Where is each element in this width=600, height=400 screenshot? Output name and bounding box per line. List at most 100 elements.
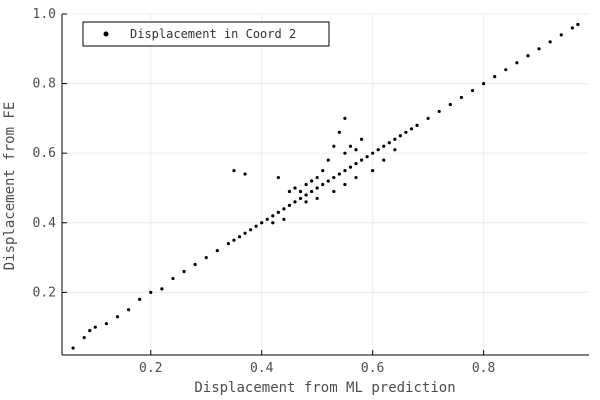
data-point	[404, 130, 408, 134]
data-point	[249, 228, 253, 232]
data-point	[260, 221, 264, 225]
data-point	[348, 144, 353, 148]
data-point	[193, 262, 197, 267]
data-point	[243, 172, 247, 176]
data-point	[298, 189, 303, 194]
data-point	[304, 182, 308, 187]
data-point	[115, 315, 120, 319]
data-point	[232, 238, 236, 242]
axes	[61, 14, 589, 356]
data-point	[332, 144, 336, 148]
data-point	[265, 217, 269, 221]
data-point	[332, 175, 336, 180]
data-point	[376, 148, 380, 152]
data-point	[359, 158, 364, 162]
data-point	[548, 40, 552, 44]
data-point	[304, 200, 308, 204]
data-point	[337, 130, 341, 134]
data-point	[315, 186, 319, 190]
data-point	[287, 189, 292, 194]
data-point	[526, 54, 530, 58]
data-point	[570, 26, 574, 30]
data-point	[537, 47, 541, 51]
data-point	[232, 168, 236, 173]
data-point	[104, 322, 108, 326]
y-tick-label: 0.6	[33, 146, 56, 161]
y-tick-label: 1.0	[33, 7, 56, 22]
x-tick-label: 0.8	[472, 361, 495, 376]
x-tick-label: 0.4	[250, 361, 274, 376]
data-point	[126, 308, 131, 312]
legend: Displacement in Coord 2	[82, 21, 330, 47]
data-point	[559, 33, 563, 37]
data-point	[321, 168, 325, 173]
data-point	[243, 231, 247, 235]
data-point	[321, 182, 325, 187]
data-point	[160, 287, 164, 291]
y-tick-label: 0.4	[33, 216, 57, 231]
x-ticks: 0.2 0.4 0.6 0.8	[139, 350, 495, 376]
legend-marker	[103, 31, 109, 37]
data-point	[343, 151, 347, 155]
data-point	[271, 214, 275, 218]
data-point	[298, 196, 303, 201]
data-point	[282, 217, 286, 221]
data-point	[343, 116, 347, 120]
x-tick-label: 0.2	[139, 361, 162, 376]
data-point	[71, 346, 75, 350]
data-point	[304, 193, 308, 197]
data-point	[310, 179, 314, 183]
data-point	[293, 186, 297, 190]
data-point	[426, 116, 430, 120]
data-point	[387, 141, 391, 145]
data-point	[287, 203, 292, 207]
data-point	[515, 61, 519, 65]
data-point	[393, 137, 397, 141]
data-point	[393, 148, 397, 152]
data-point	[354, 175, 358, 180]
data-point	[470, 88, 475, 93]
data-point	[182, 269, 186, 274]
data-point	[310, 189, 314, 194]
data-point	[276, 175, 280, 180]
data-point	[149, 290, 153, 294]
data-point	[371, 151, 375, 155]
data-point	[382, 158, 386, 162]
data-point	[348, 165, 353, 169]
data-point	[315, 175, 319, 180]
data-point	[326, 158, 330, 162]
data-point	[398, 134, 402, 138]
x-tick-label: 0.6	[361, 361, 384, 376]
data-point	[226, 242, 231, 246]
data-point	[276, 210, 280, 214]
data-point	[337, 172, 341, 176]
data-point	[354, 162, 358, 166]
data-point	[315, 196, 319, 201]
data-point	[371, 168, 375, 173]
data-point	[365, 155, 369, 159]
data-point	[204, 255, 208, 260]
data-point	[138, 297, 142, 301]
data-point	[409, 127, 414, 131]
y-ticks: 0.2 0.4 0.6 0.8 1.0	[33, 7, 67, 300]
data-point	[504, 68, 508, 72]
data-point	[254, 224, 258, 228]
data-point	[359, 137, 364, 141]
y-tick-label: 0.8	[33, 77, 56, 92]
data-point	[576, 22, 580, 27]
legend-label: Displacement in Coord 2	[130, 27, 296, 41]
data-point	[493, 75, 497, 79]
data-point	[271, 221, 275, 225]
data-point	[354, 148, 358, 152]
data-point	[448, 102, 452, 107]
data-point	[459, 95, 464, 100]
data-point	[88, 329, 92, 333]
data-point	[237, 235, 242, 239]
data-point	[482, 81, 486, 86]
data-point	[326, 179, 330, 183]
data-point	[437, 109, 441, 114]
data-point	[282, 207, 286, 211]
data-point	[171, 276, 175, 281]
